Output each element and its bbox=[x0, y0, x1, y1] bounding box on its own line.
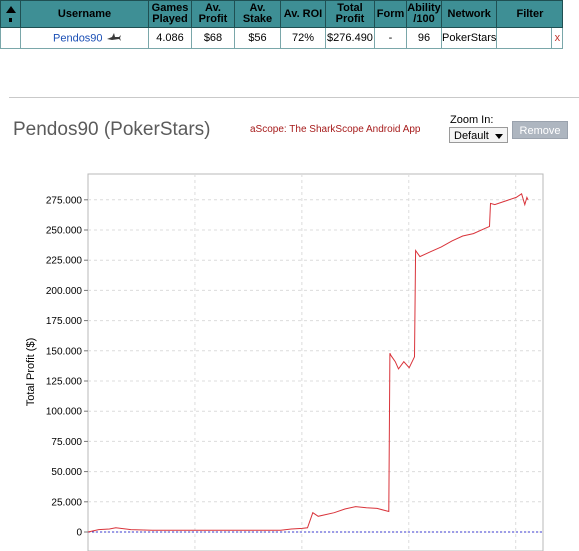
grid-lines bbox=[84, 174, 543, 551]
username-header[interactable]: Username bbox=[20, 0, 149, 28]
y-tick-label: 275.000 bbox=[46, 195, 83, 206]
username-link[interactable]: Pendos90 bbox=[53, 31, 103, 44]
av-stake-header[interactable]: Av. Stake bbox=[234, 0, 281, 28]
y-tick-label: 250.000 bbox=[46, 226, 83, 237]
page-title: Pendos90 (PokerStars) bbox=[13, 119, 211, 140]
network-header[interactable]: Network bbox=[440, 0, 498, 28]
profit-chart: 0 25.000 50.000 75.000 100.000 125.000 150.000… bbox=[25, 173, 544, 551]
network-cell: PokerStars bbox=[440, 27, 498, 49]
y-axis-title: Total Profit ($) bbox=[25, 338, 37, 406]
shark-icon bbox=[106, 32, 122, 45]
total-profit-cell: $276.490 bbox=[325, 27, 375, 49]
form-header[interactable]: Form bbox=[374, 0, 407, 28]
filter-header[interactable]: Filter bbox=[496, 0, 564, 28]
table-header-row: Username Games Played Av. Profit Av. Sta… bbox=[0, 0, 564, 28]
y-tick-label: 25.000 bbox=[51, 497, 82, 508]
filter-cell bbox=[496, 27, 553, 49]
av-profit-header[interactable]: Av. Profit bbox=[191, 0, 235, 28]
total-profit-header[interactable]: Total Profit bbox=[325, 0, 375, 28]
table-row: Pendos90 4.086 $68 $56 72% $276.490 - 96… bbox=[0, 27, 564, 49]
chevron-down-icon bbox=[495, 134, 503, 139]
av-roi-header[interactable]: Av. ROI bbox=[280, 0, 326, 28]
y-tick-label: 0 bbox=[76, 528, 82, 539]
zoom-select-value: Default bbox=[454, 130, 489, 142]
zoom-select[interactable]: Default bbox=[449, 127, 508, 143]
games-played-header[interactable]: Games Played bbox=[148, 0, 192, 28]
y-tick-label: 150.000 bbox=[46, 346, 83, 357]
y-tick-labels: 0 25.000 50.000 75.000 100.000 125.000 150.000… bbox=[46, 195, 83, 538]
section-divider bbox=[9, 97, 579, 98]
remove-button[interactable]: Remove bbox=[512, 121, 568, 139]
y-tick-label: 50.000 bbox=[51, 467, 82, 478]
sort-column-header[interactable] bbox=[0, 0, 21, 28]
av-roi-cell: 72% bbox=[280, 27, 326, 49]
y-tick-label: 125.000 bbox=[46, 377, 83, 388]
username-cell: Pendos90 bbox=[20, 27, 149, 49]
y-tick-label: 175.000 bbox=[46, 316, 83, 327]
ability-header[interactable]: Ability /100 bbox=[406, 0, 442, 28]
remove-filter-cell: x bbox=[551, 27, 564, 49]
y-tick-label: 75.000 bbox=[51, 437, 82, 448]
sort-up-icon[interactable] bbox=[5, 5, 16, 22]
ascope-app-link[interactable]: aScope: The SharkScope Android App bbox=[250, 124, 421, 135]
y-tick-label: 225.000 bbox=[46, 256, 83, 267]
av-profit-cell: $68 bbox=[191, 27, 235, 49]
zoom-label: Zoom In: bbox=[450, 114, 494, 126]
profit-series-line bbox=[87, 193, 529, 533]
y-tick-label: 200.000 bbox=[46, 286, 83, 297]
remove-filter-icon[interactable]: x bbox=[554, 32, 561, 44]
y-tick-label: 100.000 bbox=[46, 407, 83, 418]
games-played-cell: 4.086 bbox=[148, 27, 192, 49]
ability-cell: 96 bbox=[406, 27, 442, 49]
row-select-cell bbox=[0, 27, 21, 49]
form-cell: - bbox=[374, 27, 407, 49]
plot-area bbox=[87, 173, 544, 551]
stats-table: Username Games Played Av. Profit Av. Sta… bbox=[0, 0, 564, 49]
av-stake-cell: $56 bbox=[234, 27, 281, 49]
